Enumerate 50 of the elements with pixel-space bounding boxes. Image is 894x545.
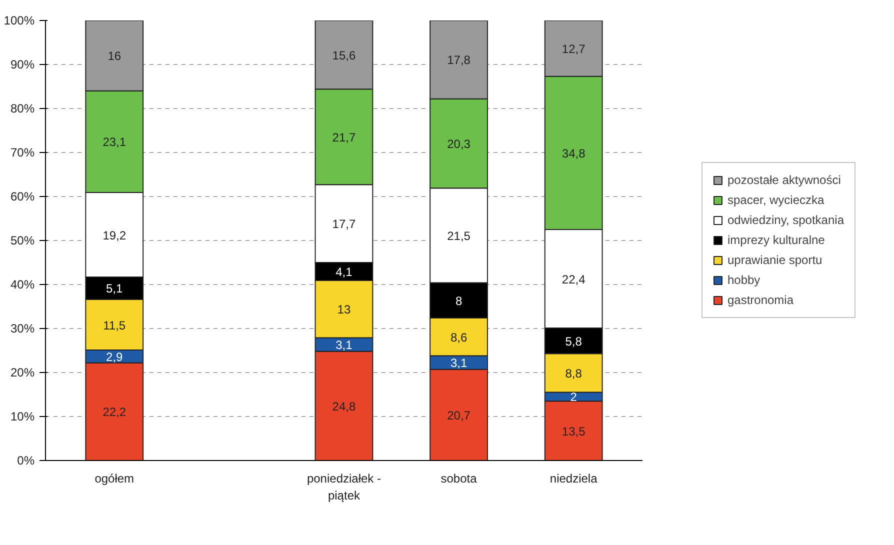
legend-label: spacer, wycieczka	[727, 193, 824, 207]
x-tick-label: ogółem	[94, 472, 134, 486]
data-label: 2	[570, 390, 578, 404]
data-label: 34,8	[562, 146, 586, 160]
legend-label: uprawianie sportu	[727, 253, 822, 267]
data-label: 13,5	[562, 424, 586, 438]
data-label: 17,8	[447, 53, 471, 68]
data-label: 22,4	[562, 272, 586, 286]
data-label: 13	[337, 302, 351, 317]
legend-label: imprezy kulturalne	[727, 233, 825, 247]
y-tick-label: 20%	[10, 366, 35, 380]
data-label: 5,8	[565, 334, 582, 348]
data-label: 8,8	[565, 366, 582, 380]
data-label: 22,2	[102, 405, 126, 420]
data-label: 19,2	[102, 228, 126, 242]
y-tick-label: 100%	[4, 14, 35, 28]
legend-label: pozostałe aktywności	[727, 173, 841, 187]
x-tick-label: poniedziałek - piątek	[306, 472, 382, 502]
legend-label: odwiedziny, spotkania	[727, 213, 844, 227]
y-tick-label: 70%	[10, 146, 35, 160]
data-label: 15,6	[332, 48, 356, 62]
y-tick-label: 10%	[10, 410, 35, 424]
y-tick-label: 90%	[10, 58, 35, 72]
data-label: 3,1	[450, 356, 468, 370]
data-label: 23,1	[102, 135, 126, 150]
legend-label: gastronomia	[727, 293, 794, 307]
data-label: 4,1	[336, 265, 353, 280]
y-tick-label: 0%	[17, 454, 35, 468]
legend-label: hobby	[727, 273, 760, 287]
y-tick-label: 60%	[10, 190, 35, 204]
y-tick-label: 30%	[10, 322, 35, 336]
y-tick-label: 40%	[10, 278, 35, 292]
y-tick-label: 80%	[10, 102, 35, 116]
data-label: 20,3	[447, 136, 471, 151]
data-label: 21,5	[447, 228, 471, 243]
data-label: 24,8	[332, 399, 356, 414]
data-label: 20,7	[447, 408, 471, 422]
data-label: 2,9	[106, 350, 124, 364]
data-label: 16	[108, 49, 122, 64]
x-tick-label: niedziela	[550, 472, 598, 486]
data-label: 21,7	[332, 130, 356, 144]
data-label: 8	[455, 294, 462, 308]
data-label: 3,1	[336, 338, 353, 352]
data-label: 12,7	[562, 42, 586, 56]
data-label: 5,1	[106, 282, 124, 296]
data-label: 17,7	[332, 217, 356, 232]
y-tick-label: 50%	[10, 234, 35, 248]
data-label: 8,6	[450, 330, 468, 344]
data-label: 11,5	[103, 318, 126, 332]
x-tick-label: sobota	[440, 472, 478, 486]
